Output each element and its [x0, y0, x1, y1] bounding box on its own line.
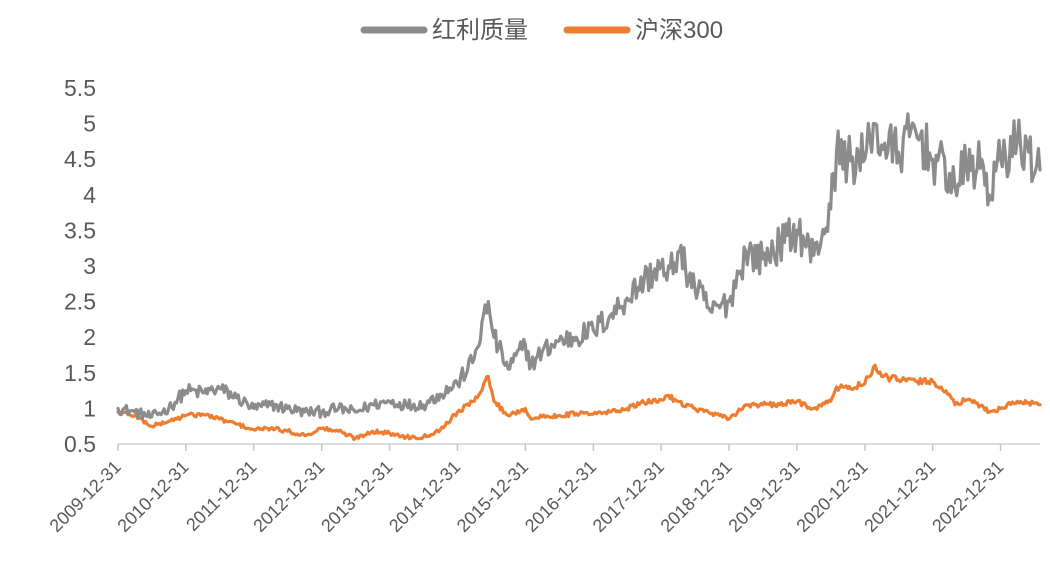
y-tick-label: 2: [83, 324, 96, 350]
x-tick-label: 2016-12-31: [521, 457, 600, 536]
x-tick-label: 2015-12-31: [453, 457, 532, 536]
x-tick-label: 2017-12-31: [589, 457, 668, 536]
legend-label: 红利质量: [432, 17, 528, 44]
y-tick-label: 1.5: [64, 360, 96, 386]
x-tick-label: 2009-12-31: [46, 457, 125, 536]
y-tick-label: 5.5: [64, 75, 96, 101]
x-tick-label: 2019-12-31: [724, 457, 803, 536]
y-tick-label: 4: [83, 182, 96, 208]
x-tick-label: 2014-12-31: [385, 457, 464, 536]
legend: 红利质量 沪深300: [360, 17, 723, 44]
x-tick-label: 2010-12-31: [113, 457, 192, 536]
x-tick-label: 2020-12-31: [792, 457, 871, 536]
y-tick-label: 4.5: [64, 146, 96, 172]
series-layer: [116, 112, 1042, 441]
x-tick-label: 2021-12-31: [860, 457, 939, 536]
y-tick-label: 0.5: [64, 431, 96, 457]
series-line-1: [116, 363, 1042, 441]
x-axis: 2009-12-312010-12-312011-12-312012-12-31…: [46, 443, 1040, 536]
y-axis: 0.5 1 1.5 2 2.5 3 3.5 4 4.5 5 5.5: [64, 75, 96, 457]
x-tick-label: 2012-12-31: [249, 457, 328, 536]
x-tick-label: 2011-12-31: [182, 457, 260, 535]
y-tick-label: 3: [83, 253, 96, 279]
y-tick-label: 2.5: [64, 289, 96, 315]
y-tick-label: 3.5: [64, 217, 96, 243]
y-tick-label: 5: [83, 111, 96, 137]
y-tick-label: 1: [83, 395, 96, 421]
legend-label: 沪深300: [635, 17, 723, 44]
x-tick-label: 2022-12-31: [928, 457, 1007, 536]
x-tick-label: 2018-12-31: [657, 457, 736, 536]
x-tick-label: 2013-12-31: [317, 457, 396, 536]
series-line-0: [116, 112, 1042, 421]
